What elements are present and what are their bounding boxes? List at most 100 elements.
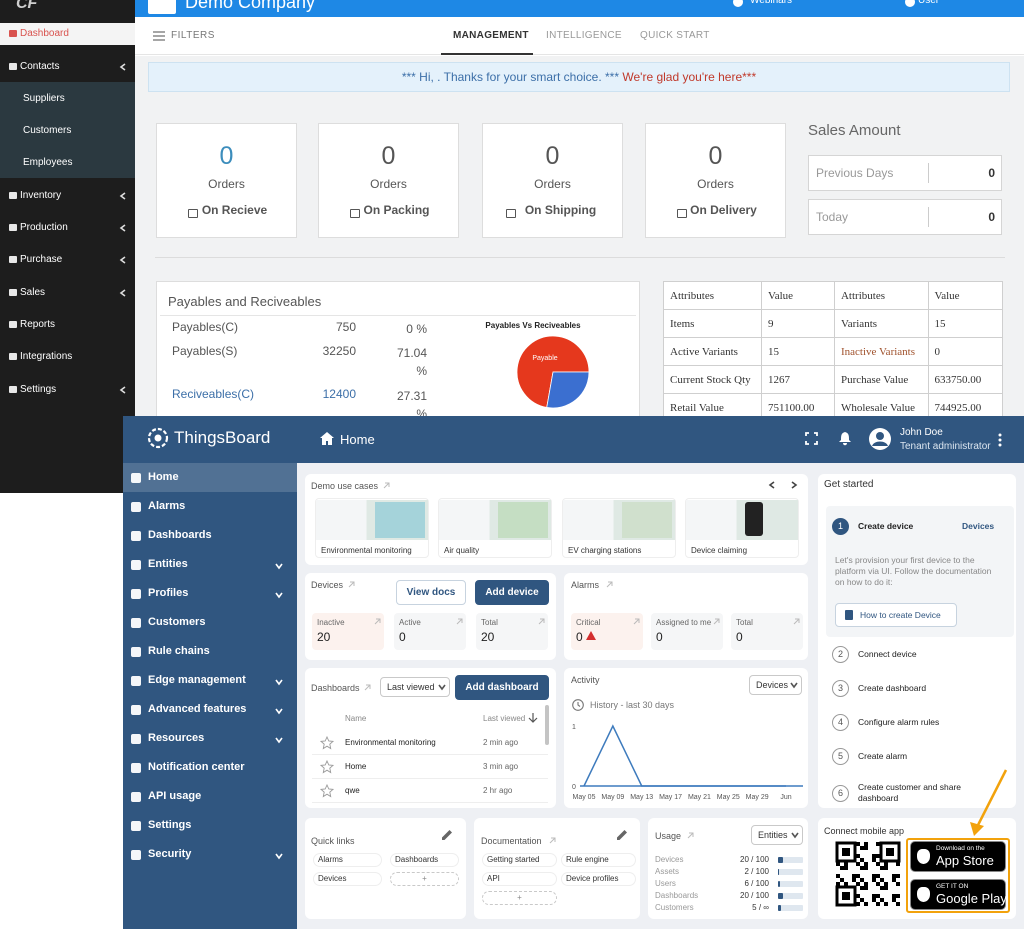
stat-tile [476, 613, 548, 650]
menu-icon [131, 531, 141, 541]
menu-item[interactable]: Notification center [148, 761, 245, 773]
link-chip[interactable]: Device profiles [561, 872, 636, 886]
menu-item[interactable]: Suppliers [23, 93, 65, 104]
menu-item[interactable]: Profiles [148, 587, 189, 599]
open-link-icon [364, 684, 371, 691]
tab[interactable]: MANAGEMENT [453, 30, 529, 41]
menu-item[interactable]: Dashboard [20, 28, 69, 39]
menu-item[interactable]: API usage [148, 790, 202, 802]
star-shape [319, 783, 335, 798]
user-menu[interactable]: User [918, 0, 940, 6]
menu-item[interactable]: Rule chains [148, 645, 210, 657]
sales-label: Today [816, 210, 849, 224]
menu-item[interactable]: Customers [148, 616, 206, 628]
add-button[interactable]: + [482, 891, 557, 905]
button[interactable]: View docs [396, 580, 466, 605]
menu-item[interactable]: Security [148, 848, 192, 860]
usage-count: 5 / ∞ [712, 903, 769, 912]
menu-icon [9, 289, 17, 296]
dropdown[interactable]: Last viewed [380, 677, 450, 697]
dashboard-name[interactable]: Environmental monitoring [345, 738, 436, 747]
link-chip[interactable]: Alarms [313, 853, 382, 867]
qr-cell [856, 862, 860, 866]
step-label[interactable]: Configure alarm rules [858, 717, 940, 727]
menu-item[interactable]: Inventory [20, 190, 62, 201]
dropdown[interactable]: Entities [751, 825, 803, 845]
qr-cell [896, 894, 900, 898]
menu-item[interactable]: Settings [148, 819, 192, 831]
order-status: On Packing [363, 203, 430, 217]
link-chip[interactable]: Devices [313, 872, 382, 886]
link-chip[interactable]: Dashboards [390, 853, 459, 867]
chevron-line [119, 386, 126, 394]
filters-button[interactable]: FILTERS [171, 30, 215, 41]
link-chip[interactable]: API [482, 872, 557, 886]
button[interactable]: Add dashboard [455, 675, 549, 700]
menu-item[interactable]: Home [148, 471, 179, 483]
menu-item[interactable]: Purchase [20, 254, 63, 265]
menu-item[interactable]: Alarms [148, 500, 186, 512]
percent-unit: % [416, 364, 427, 378]
usage-count: 20 / 100 [712, 891, 769, 900]
menu-item[interactable]: Customers [23, 125, 72, 136]
qr-cell [872, 854, 876, 858]
menu-item[interactable]: Production [20, 222, 68, 233]
step-label[interactable]: Create customer and share dashboard [858, 782, 961, 803]
usage-separator: / [751, 879, 754, 888]
webinars-link[interactable]: Webinars [750, 0, 793, 6]
button[interactable]: Add device [475, 580, 549, 605]
menu-item[interactable]: Employees [23, 157, 73, 168]
add-button[interactable]: + [390, 872, 459, 886]
stat-value: 0 [656, 630, 663, 644]
usage-limit: 100 [755, 855, 769, 864]
tab[interactable]: INTELLIGENCE [546, 30, 622, 41]
usage-card [648, 818, 808, 919]
dashboard-name[interactable]: Home [345, 762, 367, 771]
button-label[interactable]: How to create Device [860, 610, 941, 620]
menu-icon [9, 321, 17, 328]
how-to-button[interactable] [835, 603, 957, 627]
menu-item[interactable]: Edge management [148, 674, 246, 686]
usage-bar [778, 857, 783, 863]
chevron-line [768, 481, 775, 489]
menu-item[interactable]: Dashboards [148, 529, 212, 541]
step-link[interactable]: Devices [962, 521, 995, 531]
menu-item[interactable]: Reports [20, 319, 56, 330]
step-label[interactable]: Create dashboard [858, 683, 927, 693]
pie-slice [546, 371, 590, 409]
menu-item[interactable]: Settings [20, 384, 57, 395]
panel-title: Payables and Reciveables [168, 294, 322, 309]
menu-item[interactable]: Advanced features [148, 703, 247, 715]
highlight [906, 838, 1010, 913]
menu-item[interactable]: Entities [148, 558, 188, 570]
qr-cell [860, 858, 864, 862]
usage-label: Assets [655, 867, 680, 876]
menu-item[interactable]: Integrations [20, 351, 73, 362]
step-label[interactable]: Create alarm [858, 751, 908, 761]
step-label[interactable]: Create device [858, 521, 914, 531]
qr-cell [860, 846, 864, 850]
row-divider [312, 754, 548, 755]
step-label[interactable]: Connect device [858, 649, 917, 659]
menu-icon [9, 353, 17, 360]
link-chip[interactable]: Rule engine [561, 853, 636, 867]
table-cell: 15 [927, 309, 1004, 338]
qr-cell [880, 898, 884, 902]
divider [928, 163, 929, 183]
stat-tile [571, 613, 643, 650]
qr-cell [844, 882, 848, 886]
menu-item[interactable]: Sales [20, 287, 46, 298]
menu-item[interactable]: Contacts [20, 61, 60, 72]
tab[interactable]: QUICK START [640, 30, 710, 41]
panel-rule [160, 315, 636, 316]
dashboard-name[interactable]: qwe [345, 786, 360, 795]
dropdown[interactable]: Devices [749, 675, 802, 695]
qr-cell [864, 866, 868, 870]
table-cell: Current Stock Qty [663, 365, 762, 394]
menu-item[interactable]: Resources [148, 732, 205, 744]
arrow [549, 837, 556, 844]
page-title: Home [340, 432, 375, 447]
map-thumb [622, 502, 672, 538]
link-chip[interactable]: Getting started [482, 853, 557, 867]
attributes-table: Attributes Value Attributes Value Items 9 Vari… [663, 281, 1004, 422]
